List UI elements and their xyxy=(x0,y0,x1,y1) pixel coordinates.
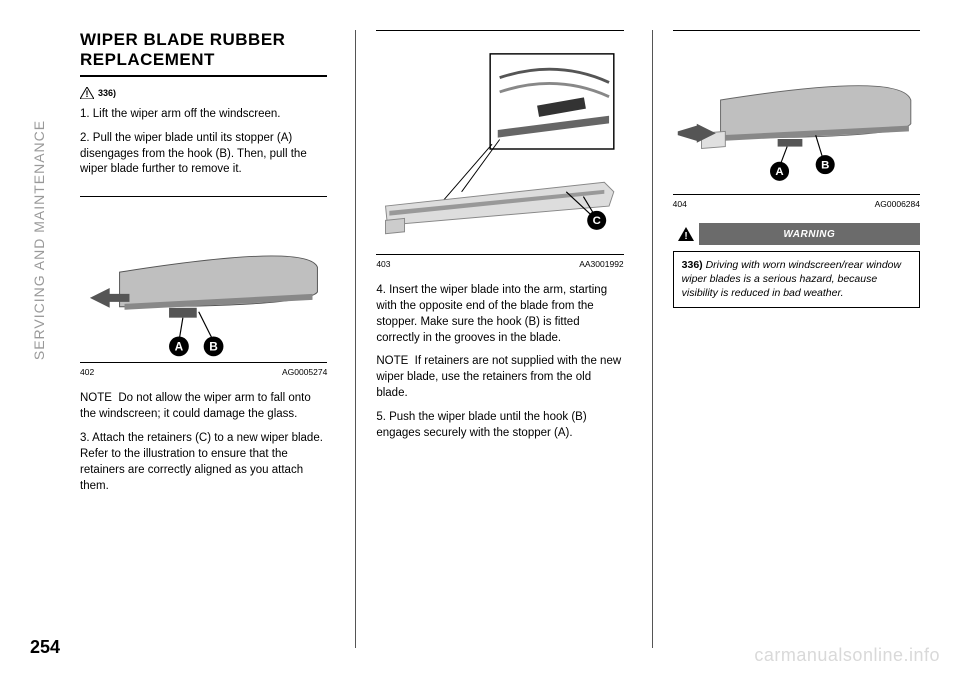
warning-icon: ! xyxy=(673,223,699,245)
svg-text:!: ! xyxy=(86,89,89,99)
step-5: 5. Push the wiper blade until the hook (… xyxy=(376,410,623,442)
column-3: A B 404 AG0006284 ! WARNING 336) Driving… xyxy=(652,30,920,648)
figure-403-svg: C xyxy=(376,44,623,254)
figure-404-svg: A B xyxy=(673,44,920,194)
figure-num: 404 xyxy=(673,199,687,209)
warning-bar: ! WARNING xyxy=(673,223,920,245)
divider xyxy=(80,196,327,197)
figure-code: AG0006284 xyxy=(875,199,920,209)
warning-text: Driving with worn windscreen/rear window… xyxy=(682,259,901,299)
figure-code: AA3001992 xyxy=(579,259,623,269)
label-B: B xyxy=(821,159,829,171)
watermark: carmanualsonline.info xyxy=(754,645,940,666)
figure-403: C xyxy=(376,35,623,255)
step-1: 1. Lift the wiper arm off the windscreen… xyxy=(80,107,327,123)
label-C: C xyxy=(593,215,601,227)
figure-code: AG0005274 xyxy=(282,367,327,377)
warning-ref: ! 336) xyxy=(80,87,327,99)
step-2: 2. Pull the wiper blade until its stoppe… xyxy=(80,131,327,179)
figure-402-caption: 402 AG0005274 xyxy=(80,367,327,377)
svg-text:!: ! xyxy=(684,231,687,241)
step-4: 4. Insert the wiper blade into the arm, … xyxy=(376,283,623,346)
figure-402-svg: A B xyxy=(80,212,327,362)
figure-404-caption: 404 AG0006284 xyxy=(673,199,920,209)
label-A: A xyxy=(175,340,184,354)
figure-402: A B xyxy=(80,203,327,363)
section-tab: SERVICING AND MAINTENANCE xyxy=(28,30,50,450)
manual-page: SERVICING AND MAINTENANCE WIPER BLADE RU… xyxy=(0,0,960,678)
warning-ref-num: 336) xyxy=(98,88,116,98)
column-2: C 403 AA3001992 4. Insert the wiper blad… xyxy=(355,30,623,648)
label-A: A xyxy=(775,166,783,178)
figure-404: A B xyxy=(673,35,920,195)
note-2: NOTE If retainers are not supplied with … xyxy=(376,354,623,402)
step-3: 3. Attach the retainers (C) to a new wip… xyxy=(80,431,327,494)
figure-num: 402 xyxy=(80,367,94,377)
warning-label: WARNING xyxy=(699,229,920,240)
column-1: WIPER BLADE RUBBER REPLACEMENT ! 336) 1.… xyxy=(80,30,327,648)
label-B: B xyxy=(209,340,218,354)
section-tab-label: SERVICING AND MAINTENANCE xyxy=(31,120,47,360)
figure-403-caption: 403 AA3001992 xyxy=(376,259,623,269)
page-number: 254 xyxy=(30,637,60,658)
section-heading: WIPER BLADE RUBBER REPLACEMENT xyxy=(80,30,327,77)
note-1: NOTE Do not allow the wiper arm to fall … xyxy=(80,391,327,423)
warning-336: 336) Driving with worn windscreen/rear w… xyxy=(673,251,920,308)
warning-triangle-icon: ! xyxy=(80,87,94,99)
warning-num: 336) xyxy=(682,259,703,271)
figure-num: 403 xyxy=(376,259,390,269)
